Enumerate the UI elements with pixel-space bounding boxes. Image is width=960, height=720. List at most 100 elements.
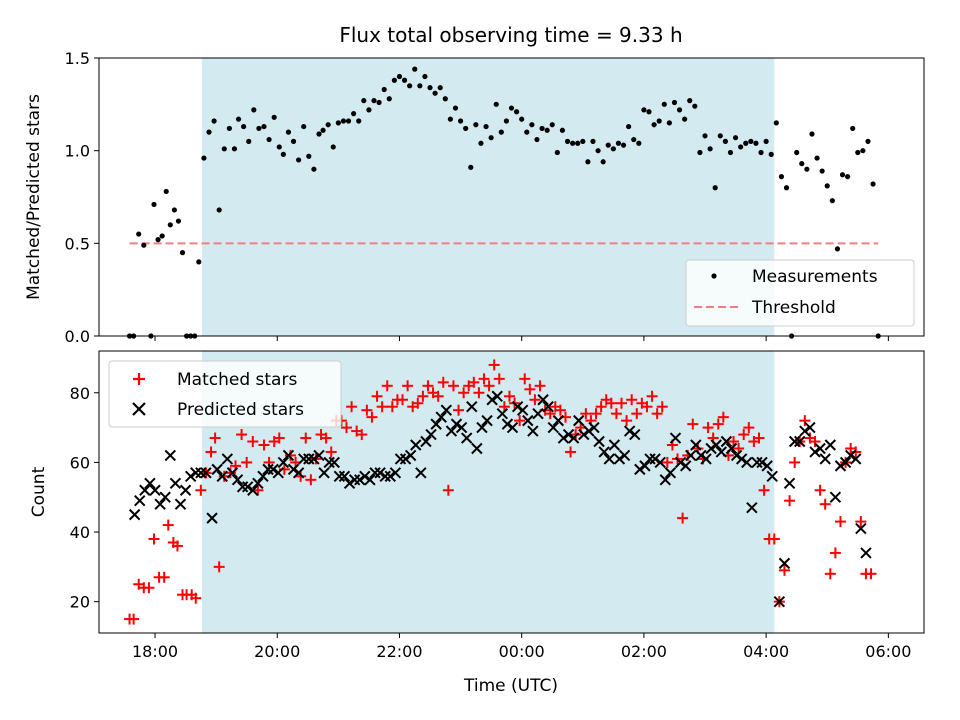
predicted-star-point: [705, 442, 717, 455]
matched-star-point: [447, 380, 459, 392]
measurement-point: [141, 242, 147, 248]
measurement-point: [498, 129, 504, 135]
matched-star-point: [258, 439, 270, 451]
predicted-star-point: [169, 477, 182, 490]
bottom-y-ticks: 20 40 60 80: [70, 384, 99, 612]
predicted-star-point: [389, 467, 402, 479]
predicted-star-point: [206, 512, 218, 524]
predicted-star-point: [303, 453, 315, 465]
predicted-star-point: [211, 463, 223, 476]
predicted-star-point: [829, 491, 842, 503]
predicted-star-point: [179, 484, 192, 496]
predicted-star-point: [814, 442, 826, 455]
measurement-point: [743, 140, 749, 146]
measurement-point: [271, 114, 277, 120]
measurement-point: [285, 129, 292, 135]
matched-star-point: [605, 397, 617, 409]
predicted-star-point: [445, 425, 458, 437]
predicted-star-point: [824, 439, 837, 451]
matched-star-point: [519, 373, 531, 385]
measurement-point: [676, 107, 683, 113]
predicted-star-point: [578, 428, 590, 441]
measurement-point: [488, 135, 494, 141]
predicted-star-point: [511, 400, 524, 413]
measurement-point: [241, 123, 247, 130]
matched-star-point: [677, 512, 689, 524]
measurement-point: [311, 166, 317, 172]
matched-star-point: [483, 380, 495, 392]
predicted-star-point: [241, 481, 254, 493]
predicted-star-point: [184, 470, 197, 483]
matched-star-point: [809, 436, 821, 448]
measurement-point: [539, 125, 545, 132]
matched-star-point: [366, 411, 378, 423]
measurement-point: [447, 116, 453, 122]
matched-star-point: [656, 401, 668, 413]
predicted-star-point: [318, 467, 330, 479]
measurement-point: [575, 140, 581, 146]
measurement-point: [738, 144, 744, 150]
top-x-ticks: [154, 336, 889, 341]
predicted-star-point: [425, 428, 437, 441]
measurement-point: [661, 101, 667, 107]
predicted-star-point: [788, 435, 801, 448]
matched-star-point: [529, 394, 541, 406]
measurement-point: [407, 83, 413, 89]
measurement-point: [412, 66, 418, 72]
matched-star-point: [554, 404, 566, 416]
measurement-point: [361, 98, 367, 104]
x-tick-label: 06:00: [865, 642, 911, 661]
measurement-point: [513, 109, 520, 115]
predicted-star-point: [144, 477, 156, 490]
predicted-star-point: [333, 470, 346, 483]
measurement-point: [503, 118, 510, 124]
matched-star-point: [814, 484, 826, 496]
predicted-star-point: [778, 557, 791, 570]
measurement-point: [473, 122, 479, 128]
predicted-star-point: [664, 467, 677, 479]
matched-star-point: [162, 519, 174, 531]
predicted-star-point: [588, 421, 600, 434]
predicted-star-point: [455, 421, 468, 434]
predicted-star-point: [267, 463, 279, 476]
predicted-star-point: [292, 467, 305, 479]
predicted-star-point: [649, 453, 661, 465]
predicted-star-point: [491, 390, 503, 402]
predicted-star-point: [195, 467, 207, 479]
measurement-point: [478, 140, 484, 146]
matched-star-point: [205, 446, 217, 458]
y-tick-label: 1.0: [65, 142, 90, 161]
y-tick-label: 80: [70, 384, 90, 403]
predicted-star-point: [216, 470, 228, 483]
measurement-point: [564, 138, 571, 144]
measurement-point: [401, 77, 408, 83]
top-legend: Measurements Threshold: [685, 259, 915, 327]
predicted-star-point: [154, 498, 166, 510]
predicted-star-point: [567, 432, 580, 444]
matched-star-point: [412, 397, 424, 409]
predicted-star-point: [598, 446, 610, 458]
matched-star-point: [195, 484, 207, 496]
x-tick-label: 02:00: [621, 642, 667, 661]
measurement-point: [646, 109, 652, 115]
predicted-star-point: [450, 418, 463, 430]
predicted-star-point: [379, 470, 391, 483]
predicted-star-point: [394, 453, 407, 465]
measurement-point: [819, 168, 825, 174]
measurement-point: [335, 120, 341, 126]
measurement-point: [666, 120, 672, 126]
measurement-point: [325, 122, 331, 128]
predicted-star-point: [277, 456, 290, 469]
predicted-star-point: [348, 474, 361, 486]
measurement-point: [534, 136, 540, 143]
measurement-point: [306, 153, 312, 159]
predicted-star-point: [159, 491, 171, 503]
predicted-star-point: [471, 442, 483, 455]
measurement-point: [524, 129, 530, 135]
matched-star-point: [386, 401, 398, 413]
matched-star-point: [241, 456, 253, 468]
bottom-axes-frame: [98, 350, 925, 634]
matched-star-point: [865, 568, 877, 580]
legend-matched-label: Matched stars: [177, 370, 297, 390]
measurement-point: [340, 118, 347, 124]
